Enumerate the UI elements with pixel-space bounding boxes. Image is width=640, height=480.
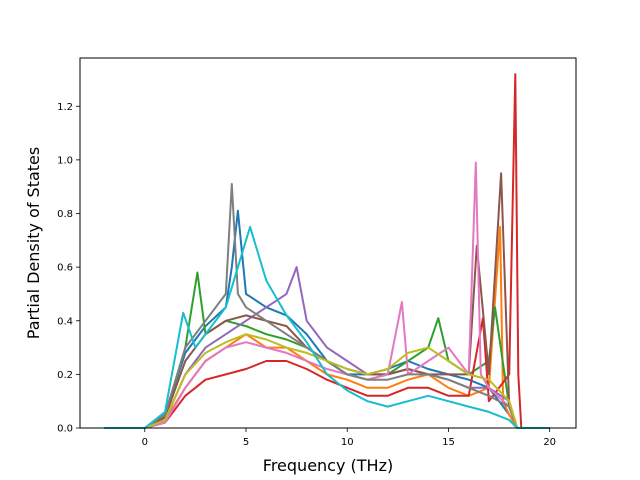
y-tick-label: 0.0 — [57, 424, 73, 435]
x-axis-label: Frequency (THz) — [263, 456, 393, 475]
pdos-series-line — [104, 183, 550, 429]
x-tick-label: 0 — [142, 437, 148, 448]
pdos-series-line — [104, 333, 550, 429]
y-tick-label: 0.4 — [57, 316, 73, 327]
x-tick-label: 5 — [243, 437, 249, 448]
y-tick-label: 0.8 — [57, 209, 73, 220]
y-tick-label: 1.0 — [57, 155, 73, 166]
plot-frame — [79, 57, 577, 429]
x-tick-label: 20 — [543, 437, 556, 448]
x-tick-label: 10 — [341, 437, 354, 448]
series-layer — [104, 73, 550, 429]
y-tick-label: 1.2 — [57, 102, 73, 113]
x-tick-label: 15 — [442, 437, 455, 448]
pdos-series-line — [104, 266, 550, 429]
y-tick-label: 0.2 — [57, 370, 73, 381]
y-tick-label: 0.6 — [57, 263, 73, 274]
x-axis: 0 5 10 15 20 — [142, 428, 556, 448]
pdos-series-line — [104, 225, 550, 429]
y-axis: 0.0 0.2 0.4 0.6 0.8 1.0 1.2 — [57, 102, 80, 435]
y-axis-label: Partial Density of States — [24, 147, 43, 339]
pdos-series-line — [104, 73, 550, 429]
